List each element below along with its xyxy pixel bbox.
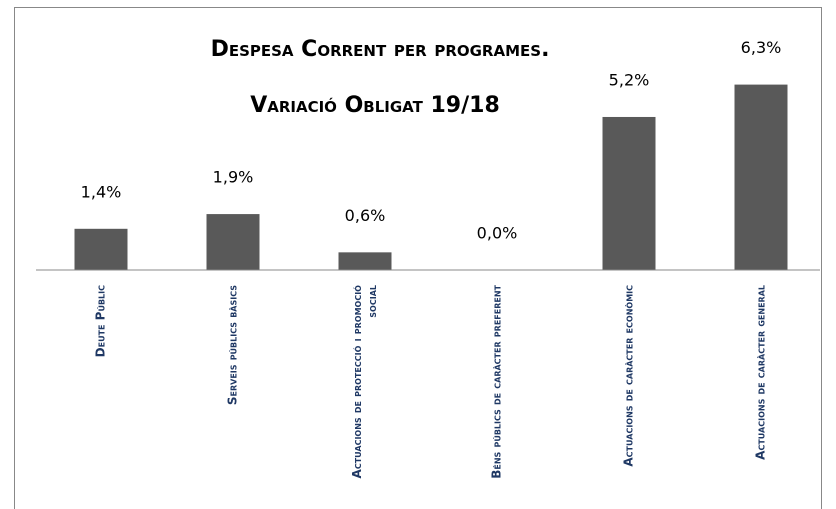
x-tick-label: Deute Públic bbox=[93, 285, 108, 358]
x-tick-label: Béns públics de caràcter preferent bbox=[489, 285, 504, 479]
x-tick-label: Actuacions de caràcter econòmic bbox=[621, 285, 636, 467]
bar bbox=[602, 116, 656, 270]
chart-subtitle: Variació Obligat 19/18 bbox=[250, 93, 500, 118]
value-label: 6,3% bbox=[741, 38, 782, 57]
bar bbox=[734, 84, 788, 270]
bar bbox=[74, 228, 128, 270]
value-label: 0,6% bbox=[345, 206, 386, 225]
value-label: 5,2% bbox=[609, 70, 650, 89]
x-tick-label: Actuacions de protecció i promoció socia… bbox=[350, 285, 379, 479]
frame bbox=[14, 7, 822, 509]
x-tick-label: Actuacions de caràcter general bbox=[753, 285, 768, 460]
bar bbox=[206, 214, 260, 270]
value-label: 1,9% bbox=[213, 168, 254, 187]
value-label: 1,4% bbox=[81, 182, 122, 201]
x-tick-label: Serveis públics bàsics bbox=[225, 285, 240, 406]
bar bbox=[338, 252, 392, 270]
chart-title: Despesa Corrent per programes. bbox=[211, 37, 550, 62]
value-label: 0,0% bbox=[477, 224, 518, 243]
